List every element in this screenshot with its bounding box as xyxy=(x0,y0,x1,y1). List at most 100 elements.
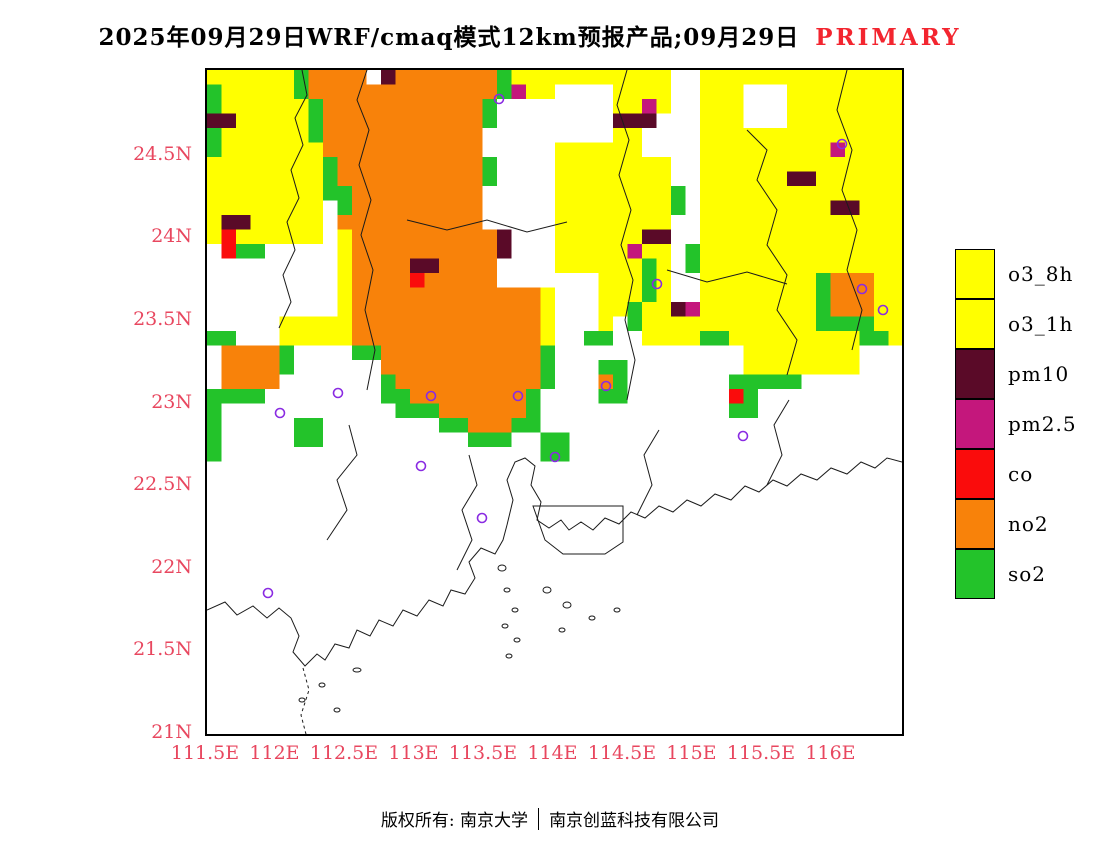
pollutant-cell xyxy=(279,345,294,375)
island-outline xyxy=(318,682,326,688)
pollutant-cell xyxy=(830,273,874,317)
pollutant-cell xyxy=(323,99,483,157)
island-outline xyxy=(558,627,566,633)
pollutant-cell xyxy=(584,331,613,346)
pollutant-cell xyxy=(381,70,396,85)
legend-item: so2 xyxy=(955,548,1077,599)
pollutant-cell xyxy=(294,418,323,447)
x-tick-label: 112E xyxy=(249,742,300,764)
coastline-path xyxy=(278,70,308,329)
station-marker xyxy=(274,407,286,419)
pollutant-cell xyxy=(830,200,860,215)
pollutant-cell xyxy=(381,345,541,389)
pollutant-cell xyxy=(758,374,802,389)
coastline-path xyxy=(836,70,863,351)
pollutant-cell xyxy=(395,389,410,418)
page-title: 2025年09月29日WRF/cmaq模式12km预报产品;09月29日 PRIM… xyxy=(0,18,1060,52)
legend-label: co xyxy=(1008,462,1034,486)
island-outline xyxy=(588,615,596,621)
dashed-coastline-path xyxy=(300,667,310,734)
island-outline xyxy=(513,637,521,643)
legend-swatch xyxy=(955,448,995,499)
pollutant-cell xyxy=(410,403,439,418)
pollutant-cell xyxy=(787,171,816,186)
legend-swatch xyxy=(955,298,995,349)
legend-item: pm2.5 xyxy=(955,398,1077,449)
station-marker xyxy=(332,387,344,399)
pollutant-cell xyxy=(729,389,744,404)
pollutant-cell xyxy=(352,345,381,360)
pollutant-cell xyxy=(743,84,787,128)
title-primary-tag: PRIMARY xyxy=(815,24,962,51)
legend-label: pm10 xyxy=(1008,362,1070,386)
pollutant-cell xyxy=(555,84,613,143)
coastline-path xyxy=(666,269,788,285)
island-outline xyxy=(542,586,552,594)
legend-label: no2 xyxy=(1008,512,1049,536)
y-tick-label: 23.5N xyxy=(133,308,192,331)
legend-swatch xyxy=(955,548,995,599)
x-tick-label: 115E xyxy=(666,742,717,764)
pollutant-cell xyxy=(627,302,642,331)
pollutant-cell xyxy=(337,186,352,215)
pollutant-cell xyxy=(410,273,425,288)
island-outline xyxy=(511,607,519,613)
legend-item: co xyxy=(955,448,1077,499)
pollutant-cell xyxy=(497,70,512,99)
coastline-path xyxy=(406,219,568,233)
station-marker xyxy=(651,278,663,290)
pollutant-cell xyxy=(642,99,657,114)
pollutant-cell xyxy=(497,229,512,259)
pollutant-cell xyxy=(511,418,541,433)
coastline-path xyxy=(356,70,376,391)
coastline-path xyxy=(506,457,902,531)
pollutant-cell xyxy=(816,273,831,331)
legend-swatch xyxy=(955,398,995,449)
x-tick-label: 111.5E xyxy=(170,742,240,764)
station-marker xyxy=(425,390,437,402)
pollutant-cell xyxy=(366,70,381,85)
pollutant-cell xyxy=(671,302,686,317)
legend-item: no2 xyxy=(955,498,1077,549)
pollutant-cell xyxy=(207,331,236,346)
station-marker xyxy=(512,390,524,402)
island-outline xyxy=(501,623,509,629)
pollutant-cell xyxy=(700,331,729,346)
footer-divider-line xyxy=(538,807,540,830)
pollutant-cell xyxy=(671,186,686,215)
coastline-path xyxy=(616,70,636,401)
legend-item: o3_1h xyxy=(955,298,1077,349)
legend-label: pm2.5 xyxy=(1008,412,1077,436)
y-tick-label: 21N xyxy=(151,721,192,743)
pollutant-cell xyxy=(511,99,555,288)
pollutant-cell xyxy=(642,258,657,302)
x-tick-label: 114.5E xyxy=(587,742,657,764)
footer-right: 南京创蓝科技有限公司 xyxy=(549,811,720,831)
station-marker xyxy=(600,380,612,392)
station-marker xyxy=(476,512,488,524)
pollutant-cell xyxy=(642,229,671,244)
pollutant-cell xyxy=(859,331,889,346)
island-outline xyxy=(613,607,621,613)
pollutant-cell xyxy=(439,418,468,433)
pollutant-cell xyxy=(627,244,642,259)
x-tick-label: 113.5E xyxy=(448,742,518,764)
pollutant-cell xyxy=(308,70,512,99)
coastline-path xyxy=(532,505,624,555)
pollutant-cell xyxy=(294,70,309,99)
map-canvas xyxy=(207,70,902,734)
legend-item: pm10 xyxy=(955,348,1077,399)
station-marker xyxy=(549,451,561,463)
y-tick-label: 21.5N xyxy=(133,638,192,661)
legend-swatch xyxy=(955,498,995,549)
island-outline xyxy=(503,587,511,593)
y-tick-label: 23N xyxy=(151,390,192,413)
y-tick-label: 24.5N xyxy=(133,142,192,165)
pollutant-cell xyxy=(540,432,570,462)
y-tick-label: 24N xyxy=(151,225,192,248)
pollutant-cell xyxy=(221,345,280,389)
island-outline xyxy=(505,653,513,659)
pollutant-cell xyxy=(410,258,439,273)
pollutant-cell xyxy=(540,345,555,389)
pollutant-cell xyxy=(743,345,860,375)
